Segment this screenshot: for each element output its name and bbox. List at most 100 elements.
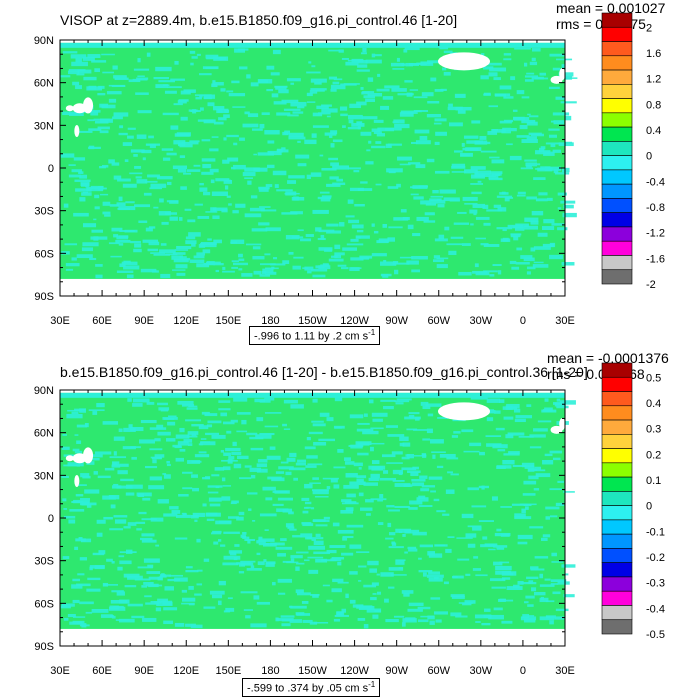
speckle-patch [457,558,470,561]
y-tick-label: 60N [34,428,54,440]
speckle-patch [418,570,433,573]
speckle-patch [290,558,295,562]
speckle-patch [337,581,349,584]
speckle-patch [263,559,267,563]
speckle-patch [447,106,463,111]
speckle-patch [523,618,536,623]
speckle-patch [111,162,120,166]
speckle-patch [117,207,131,210]
speckle-patch [337,561,342,566]
speckle-patch [309,482,321,484]
speckle-patch [267,140,275,144]
speckle-patch [530,133,544,137]
speckle-patch [388,546,404,549]
speckle-patch [287,526,295,529]
speckle-patch [88,146,101,149]
speckle-patch [98,550,106,555]
speckle-patch [338,49,344,53]
speckle-patch [230,239,245,245]
speckle-patch [161,573,165,576]
speckle-patch [349,414,364,419]
speckle-patch [127,575,143,580]
speckle-patch [330,84,346,90]
speckle-patch [488,614,504,620]
speckle-patch [501,130,512,134]
speckle-patch [262,542,277,547]
speckle-patch [307,556,324,559]
speckle-patch [75,538,86,542]
speckle-patch [434,118,447,122]
speckle-patch [155,84,168,89]
speckle-patch [563,594,575,598]
speckle-patch [278,466,294,470]
speckle-patch [564,75,573,80]
speckle-patch [285,471,292,476]
speckle-patch [187,460,201,464]
speckle-patch [370,498,387,501]
speckle-patch [218,408,231,411]
speckle-patch [430,597,441,600]
speckle-patch [110,599,128,604]
speckle-patch [244,538,256,542]
speckle-patch [258,222,270,226]
speckle-patch [179,427,185,433]
speckle-patch [203,558,210,562]
speckle-patch [99,130,109,134]
speckle-patch [146,52,151,57]
speckle-patch [177,441,189,446]
speckle-patch [130,426,144,432]
speckle-patch [272,170,287,176]
x-tick-label: 90W [385,315,408,327]
speckle-patch [224,185,229,190]
speckle-patch [158,407,170,411]
speckle-patch [236,455,249,460]
speckle-patch [493,607,503,611]
x-tick-label: 150W [298,315,327,327]
speckle-patch [288,132,304,138]
speckle-patch [349,571,358,575]
speckle-patch [178,494,189,497]
speckle-patch [200,438,207,440]
speckle-patch [373,119,384,123]
speckle-patch [557,480,564,483]
speckle-patch [345,507,354,511]
speckle-patch [410,193,419,196]
speckle-patch [414,455,427,457]
speckle-patch [345,593,349,599]
speckle-patch [113,75,127,79]
speckle-patch [434,544,448,547]
speckle-patch [211,532,222,535]
speckle-patch [461,243,471,246]
speckle-patch [326,230,341,234]
speckle-patch [89,457,100,461]
speckle-patch [148,241,160,246]
speckle-patch [295,154,310,159]
speckle-patch [113,112,129,117]
speckle-patch [367,77,374,82]
speckle-patch [74,179,91,182]
speckle-patch [119,263,126,268]
speckle-patch [194,94,212,97]
speckle-patch [467,543,476,548]
speckle-patch [355,441,372,445]
speckle-patch [272,49,281,55]
speckle-patch [336,611,345,616]
speckle-patch [402,618,417,623]
speckle-patch [501,571,517,576]
colorbar-label: -0.5 [646,629,665,641]
speckle-patch [204,413,218,417]
speckle-patch [80,498,90,501]
speckle-patch [281,99,299,104]
y-tick-label: 90S [34,641,54,653]
speckle-patch [357,422,370,425]
speckle-patch [457,110,466,114]
speckle-patch [370,427,384,430]
speckle-patch [454,150,463,153]
speckle-patch [223,179,233,184]
speckle-patch [61,475,69,478]
speckle-patch [258,542,270,546]
speckle-patch [157,598,168,603]
speckle-patch [242,172,256,177]
speckle-patch [330,558,342,562]
speckle-patch [313,622,329,624]
